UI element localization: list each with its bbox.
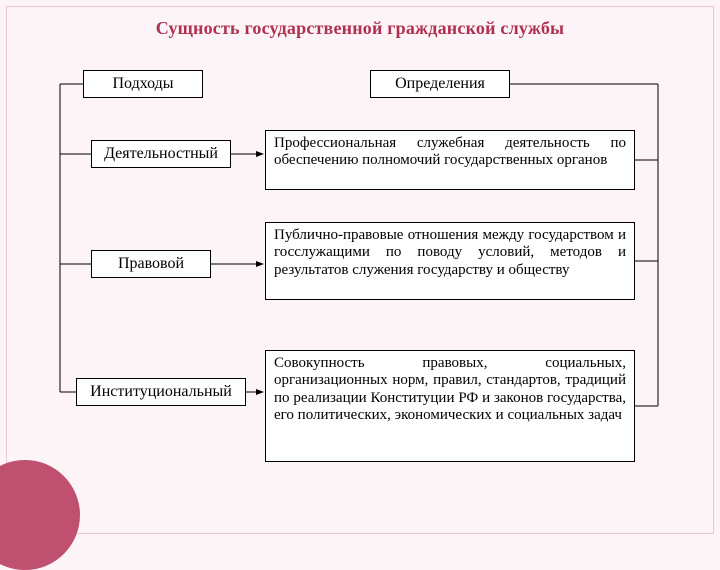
definition-box-0: Профессиональная служебная деятельность … bbox=[265, 130, 635, 190]
approach-box-1: Правовой bbox=[91, 250, 211, 278]
definition-box-1: Публично-правовые отношения между госуда… bbox=[265, 222, 635, 300]
approach-box-2: Институциональный bbox=[76, 378, 246, 406]
definition-box-2: Совокупность правовых, социальных, орган… bbox=[265, 350, 635, 462]
definition-text: Публично-правовые отношения между госуда… bbox=[274, 227, 626, 278]
decorative-corner-circle bbox=[0, 460, 80, 570]
approach-label: Институциональный bbox=[90, 383, 232, 400]
approach-label: Правовой bbox=[118, 255, 184, 272]
definition-text: Совокупность правовых, социальных, орган… bbox=[274, 355, 626, 423]
approach-box-0: Деятельностный bbox=[91, 140, 231, 168]
approach-label: Деятельностный bbox=[104, 145, 218, 162]
header-definitions-label: Определения bbox=[395, 75, 485, 92]
definition-text: Профессиональная служебная деятельность … bbox=[274, 135, 626, 168]
header-approaches: Подходы bbox=[83, 70, 203, 98]
header-approaches-label: Подходы bbox=[112, 75, 173, 92]
header-definitions: Определения bbox=[370, 70, 510, 98]
page-title: Сущность государственной гражданской слу… bbox=[0, 18, 720, 39]
